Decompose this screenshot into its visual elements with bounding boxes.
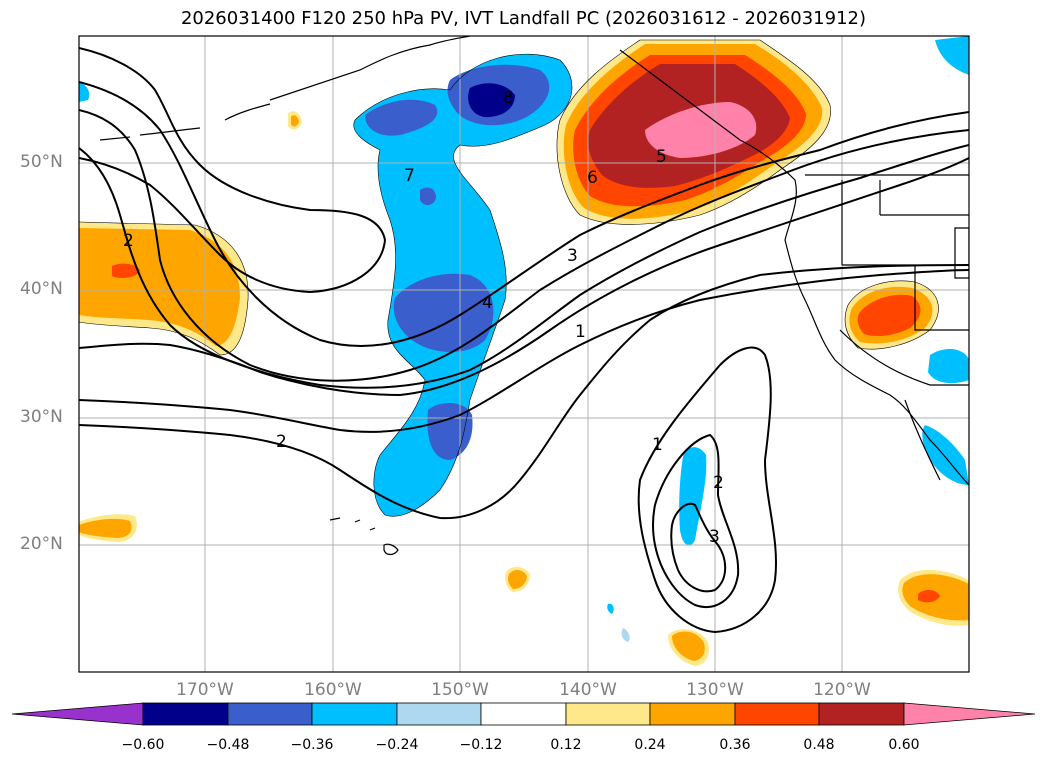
colorbar-extend-low xyxy=(11,702,144,726)
colorbar-tick: 0.60 xyxy=(888,737,920,753)
contour-label: 6 xyxy=(587,168,598,188)
coastlines xyxy=(99,36,969,556)
negative-anomaly-fill xyxy=(79,36,969,642)
lat-label: 40°N xyxy=(20,279,63,299)
anomaly-outlines xyxy=(79,39,939,517)
contour-label: 4 xyxy=(482,293,493,313)
lat-label: 20°N xyxy=(20,534,63,554)
contour-label: 7 xyxy=(404,166,415,186)
contour-label: 2 xyxy=(276,432,287,452)
lon-label: 130°W xyxy=(686,680,744,700)
graticule xyxy=(79,36,969,672)
contour-label: 2 xyxy=(123,231,134,251)
lon-label: 170°W xyxy=(176,680,234,700)
colorbar-tick: −0.12 xyxy=(459,737,503,753)
map-plot-area xyxy=(79,36,969,672)
colorbar-extend-high xyxy=(903,702,1036,726)
contour-label: 3 xyxy=(709,527,720,547)
lon-label: 160°W xyxy=(304,680,362,700)
colorbar-tick: 0.48 xyxy=(803,737,835,753)
positive-anomaly-fill xyxy=(79,40,969,666)
colorbar xyxy=(11,702,1036,726)
contour-labels: 8 7 6 5 4 3 2 1 2 1 2 3 xyxy=(123,88,724,547)
colorbar-tick: 0.12 xyxy=(550,737,582,753)
contour-label: 5 xyxy=(656,147,667,167)
colorbar-tick: 0.24 xyxy=(634,737,666,753)
lon-label: 140°W xyxy=(559,680,617,700)
map-title: 2026031400 F120 250 hPa PV, IVT Landfall… xyxy=(180,8,867,29)
contour-label: 3 xyxy=(567,246,578,266)
map-frame xyxy=(78,35,970,673)
lat-label: 30°N xyxy=(20,407,63,427)
colorbar-tick: −0.24 xyxy=(375,737,419,753)
contour-label: 1 xyxy=(575,322,586,342)
contour-label: 1 xyxy=(652,435,663,455)
colorbar-tick: 0.36 xyxy=(719,737,751,753)
colorbar-tick: −0.60 xyxy=(121,737,165,753)
lat-label: 50°N xyxy=(20,152,63,172)
colorbar-tick: −0.48 xyxy=(206,737,250,753)
colorbar-tick: −0.36 xyxy=(290,737,334,753)
contour-label: 2 xyxy=(713,473,724,493)
contour-label: 8 xyxy=(503,88,514,108)
lon-label: 150°W xyxy=(431,680,489,700)
lon-label: 120°W xyxy=(813,680,871,700)
pv-contours xyxy=(79,47,969,634)
